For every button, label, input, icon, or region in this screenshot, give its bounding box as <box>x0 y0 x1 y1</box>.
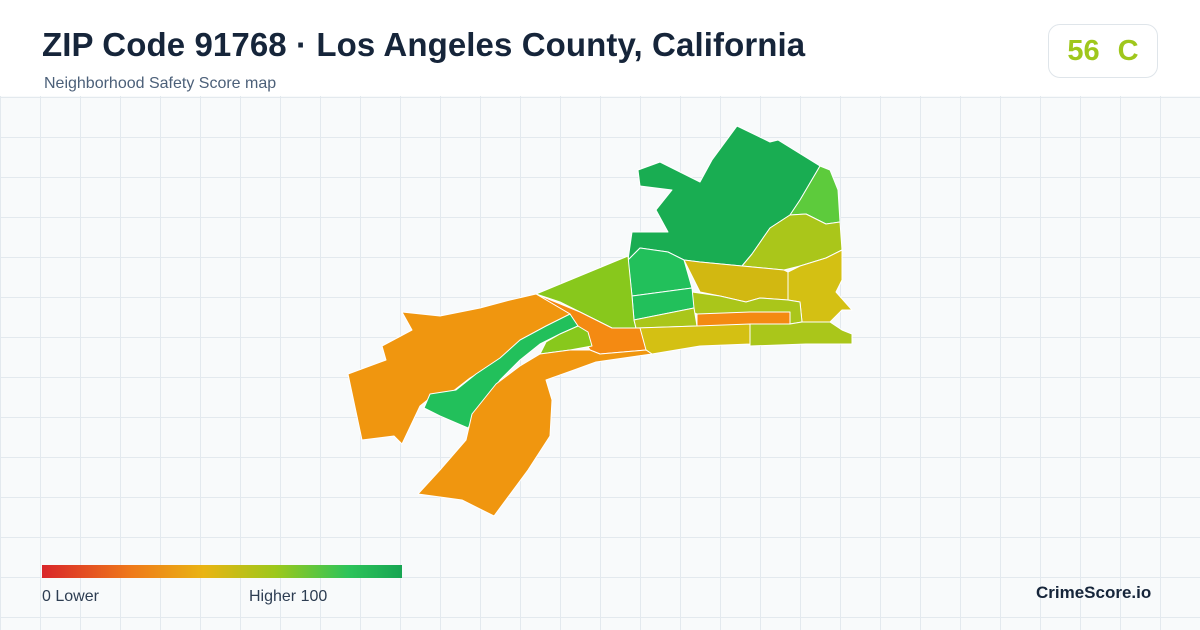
safety-score-grade: C <box>1117 34 1139 67</box>
map-region-small-yellow-green[interactable] <box>539 325 593 355</box>
legend-gradient-bar <box>42 565 402 578</box>
legend-higher-label: Higher 100 <box>249 588 328 605</box>
legend-labels: 0 Lower Higher 100 <box>42 588 362 608</box>
map-region-south-gold-strip[interactable] <box>635 323 751 355</box>
map-region-south-orange[interactable] <box>417 349 653 517</box>
brand-name: CrimeScore.io <box>1036 583 1152 602</box>
map-region-southeast-olive[interactable] <box>749 321 853 347</box>
safety-score-badge: 56 C <box>1048 24 1158 78</box>
header-band <box>0 0 1200 96</box>
page-title: ZIP Code 91768 · Los Angeles County, Cal… <box>42 26 806 63</box>
page-subtitle: Neighborhood Safety Score map <box>44 75 277 92</box>
map-region-green-diagonal[interactable] <box>423 313 579 429</box>
legend-lower-label: 0 Lower <box>42 588 99 605</box>
safety-score-value: 56 <box>1067 34 1100 67</box>
